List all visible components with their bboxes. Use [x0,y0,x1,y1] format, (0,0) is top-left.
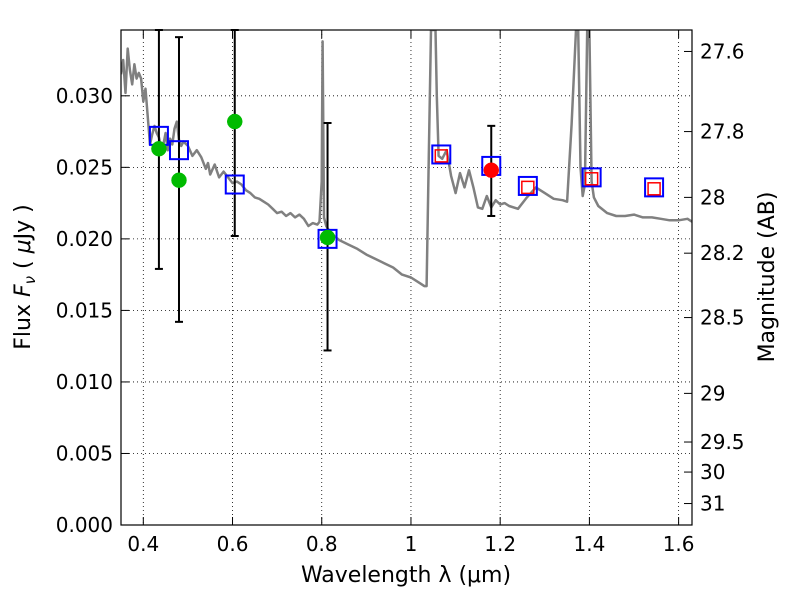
y-axis-label: Flux Fν ( μJy ) [11,204,39,349]
y2-tick-label: 29 [700,381,725,405]
model-photometry-blue-square [224,174,245,195]
x-axis-label: Wavelength λ (μm) [301,563,511,588]
model-photometry-blue-square [644,177,665,198]
x-tick-label: 1.2 [484,532,516,556]
y2-tick-label: 28.2 [700,241,745,265]
y2-tick-label: 28 [700,185,725,209]
x-tick-label: 1.6 [663,532,695,556]
y-tick-label: 0.020 [56,227,113,251]
y2-tick-label: 29.5 [700,430,745,454]
tick-layer: 0.4 0.6 0.8 1 1.2 1.4 1.6 0.000 0.005 0.010 0.015 0… [56,30,745,556]
y2-tick-label: 28.5 [700,306,745,330]
y-tick-label: 0.010 [56,370,113,394]
x-tick-label: 1 [405,532,418,556]
x-tick-label: 0.8 [306,532,338,556]
y-tick-label: 0.005 [56,441,113,465]
y2-tick-label: 27.6 [700,39,745,63]
model-photometry-red-square [647,182,661,196]
model-photometry-red-square [434,149,449,163]
y-tick-label: 0.000 [56,513,113,537]
y2-axis-label: Magnitude (AB) [755,192,780,363]
observed-point-green [319,229,336,246]
model-photometry-red-square [521,180,535,195]
model-photometry-blue-square [581,167,602,188]
observed-point-red [483,162,500,178]
y-tick-label: 0.015 [56,298,113,322]
model-photometry-blue-square [431,144,452,165]
observed-point-green [227,113,243,130]
y2-tick-label: 30 [700,460,725,484]
data-layer [121,29,692,352]
model-photometry-blue-square [517,175,538,196]
model-photometry-blue-square [168,140,189,161]
x-tick-label: 1.4 [573,532,605,556]
x-tick-label: 0.4 [127,532,159,556]
y-tick-label: 0.025 [56,155,113,179]
model-photometry-red-square [584,172,599,186]
plot-frame [120,29,693,526]
observed-point-green [171,172,187,188]
y-tick-label: 0.030 [56,84,113,108]
y2-tick-label: 27.8 [700,120,745,144]
plot-area [121,30,692,288]
observed-point-green [151,140,167,157]
grid-layer [121,30,692,525]
y2-tick-label: 31 [700,492,725,516]
model-sed-line [121,30,692,288]
x-tick-label: 0.6 [217,532,249,556]
